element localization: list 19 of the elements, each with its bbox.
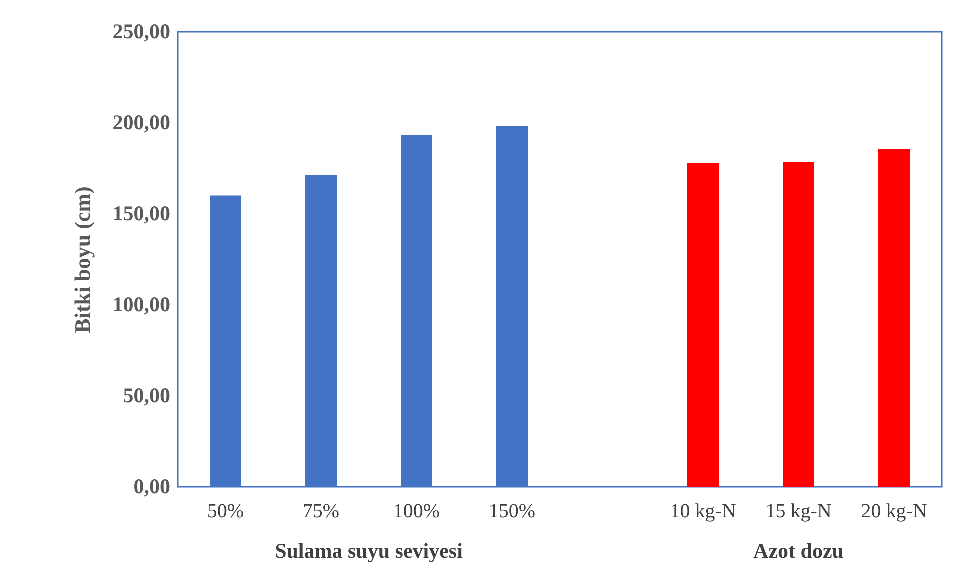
y-axis-title: Bitki boyu (cm) [70, 186, 95, 334]
x-tick-label: 10 kg-N [670, 500, 736, 522]
x-tick-label: 100% [393, 500, 440, 522]
y-tick-label: 150,00 [112, 202, 170, 226]
bar [687, 163, 720, 487]
bar [878, 149, 910, 487]
x-tick-label: 15 kg-N [766, 500, 832, 522]
y-tick-label: 200,00 [112, 110, 170, 134]
text: Azot dozu [754, 539, 844, 563]
y-tick-label: 100,00 [112, 292, 170, 316]
x-tick-label: 75% [302, 500, 340, 522]
bar [782, 162, 815, 487]
y-tick-label: 0,00 [134, 474, 170, 498]
x-tick-label: 20 kg-N [861, 500, 928, 522]
x-tick-label: 150% [488, 500, 536, 522]
text: Sulama suyu seviyesi [275, 539, 464, 563]
x-tick-label: 50% [207, 500, 244, 522]
y-tick-label: 50,00 [123, 384, 170, 408]
y-tick-label: 250,00 [112, 20, 170, 44]
